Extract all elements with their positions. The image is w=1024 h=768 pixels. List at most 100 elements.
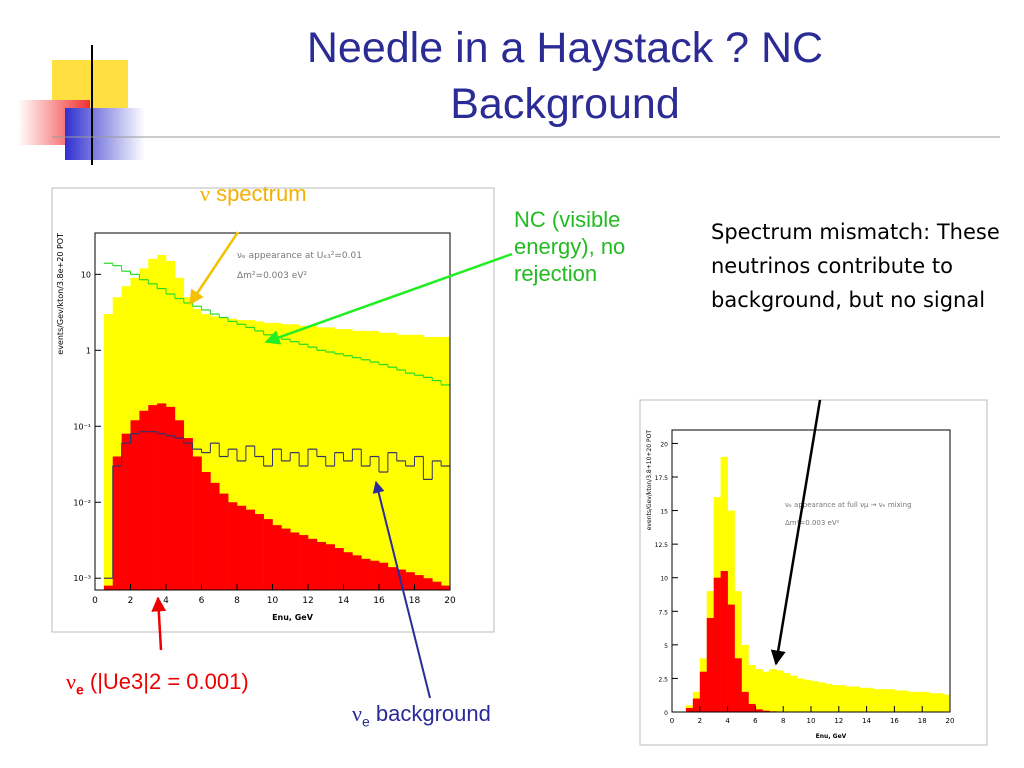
x-tick-label: 12 <box>302 596 313 606</box>
histogram-bar <box>734 658 742 712</box>
histogram-bar <box>228 502 238 590</box>
histogram-bar <box>139 410 149 590</box>
histogram-bar <box>414 575 424 590</box>
histogram-bar <box>441 585 451 590</box>
y-tick-label: 10⁻² <box>73 498 91 507</box>
histogram-bar <box>192 456 202 590</box>
histogram-bar <box>769 669 777 712</box>
x-axis-label: Enu, GeV <box>816 733 847 740</box>
y-tick-label: 2.5 <box>658 676 668 683</box>
x-tick-label: 14 <box>862 717 871 725</box>
histogram-bar <box>237 320 247 590</box>
histogram-bar <box>343 552 353 590</box>
y-tick-label: 10 <box>660 576 668 583</box>
histogram-bar <box>873 689 881 712</box>
histogram-bar <box>405 572 415 590</box>
histogram-bar <box>685 707 694 712</box>
slide-title: Needle in a Haystack ? NC Background <box>306 24 824 128</box>
x-tick-label: 4 <box>163 596 169 606</box>
y-tick-label: 10⁻¹ <box>73 422 91 431</box>
histogram-bar <box>210 482 220 590</box>
histogram-bar <box>130 420 140 590</box>
histogram-bar <box>157 403 167 590</box>
histogram-bar <box>166 406 176 590</box>
histogram-bar <box>361 558 371 590</box>
histogram-bar <box>174 420 185 590</box>
histogram-bar <box>432 581 442 590</box>
histogram-bar <box>797 678 805 712</box>
subscript: e <box>75 681 84 698</box>
histogram-bar <box>112 456 122 590</box>
x-tick-label: 6 <box>199 596 205 606</box>
x-tick-label: 16 <box>890 717 899 725</box>
arrow <box>188 231 240 306</box>
histogram-bar <box>887 689 895 712</box>
histogram-bar <box>936 693 944 712</box>
symbol: ν <box>352 701 362 726</box>
histogram-bar <box>245 320 256 590</box>
histogram-bar <box>361 330 371 590</box>
histogram-bar <box>943 694 951 712</box>
annotation-text: background <box>369 701 491 726</box>
y-tick-label: 5 <box>664 643 668 650</box>
histogram-bar <box>352 330 362 590</box>
y-tick-label: 0 <box>664 710 668 717</box>
x-tick-label: 20 <box>444 596 456 606</box>
histogram-bar <box>272 322 282 590</box>
histogram-bar <box>201 472 211 590</box>
annotation: νe background <box>352 700 491 735</box>
histogram-bar <box>922 691 930 712</box>
annotation: ν spectrum <box>200 180 307 207</box>
histogram-bar <box>148 405 158 590</box>
arrow <box>372 480 431 699</box>
histogram-bar <box>121 433 131 590</box>
histogram-bar <box>299 325 309 590</box>
x-tick-label: 10 <box>807 717 816 725</box>
histogram-bar <box>811 681 819 712</box>
histogram-bar <box>263 519 273 590</box>
histogram-bar <box>720 571 728 712</box>
histogram-bar <box>692 698 701 712</box>
legend-text: νₑ appearance at Uₑ₃²=0.01 <box>237 251 362 261</box>
histogram-bar <box>308 325 318 590</box>
histogram-bar <box>762 671 770 712</box>
legend-text: νₑ appearance at full νμ → νₑ mixing <box>785 501 912 509</box>
histogram-bar <box>103 585 114 590</box>
histogram-bar <box>308 538 318 590</box>
histogram-bar <box>755 709 763 712</box>
histogram-bar <box>741 644 749 712</box>
x-tick-label: 16 <box>373 596 385 606</box>
histogram-bar <box>183 438 193 590</box>
x-tick-label: 14 <box>338 596 350 606</box>
histogram-bar <box>112 297 122 590</box>
histogram-bar <box>325 544 335 590</box>
y-tick-label: 15 <box>660 509 668 516</box>
histogram-bar <box>755 669 763 712</box>
y-tick-label: 20 <box>660 441 668 448</box>
histogram-bar <box>343 329 353 590</box>
histogram-bar <box>245 509 256 590</box>
histogram-bar <box>915 691 923 712</box>
histogram-bar <box>379 562 389 590</box>
deco-square <box>65 108 145 160</box>
histogram-bar <box>396 334 406 590</box>
y-tick-label: 12.5 <box>655 542 669 549</box>
x-tick-label: 0 <box>670 717 674 725</box>
histogram-bar <box>441 336 451 590</box>
x-tick-label: 18 <box>409 596 421 606</box>
histogram-bar <box>352 555 362 590</box>
x-tick-label: 18 <box>918 717 927 725</box>
histogram-bar <box>405 334 415 590</box>
histogram-bar <box>254 514 264 590</box>
histogram-bar <box>762 710 770 712</box>
histogram-bar <box>423 578 433 590</box>
histogram-bar <box>272 525 282 590</box>
arrow <box>151 596 167 651</box>
x-tick-label: 0 <box>92 596 98 606</box>
histogram-bar <box>741 691 749 712</box>
x-tick-label: 8 <box>781 717 785 725</box>
annotation-text: spectrum <box>209 181 307 206</box>
histogram-bar <box>713 577 721 712</box>
x-axis-label: Enu, GeV <box>272 613 314 622</box>
